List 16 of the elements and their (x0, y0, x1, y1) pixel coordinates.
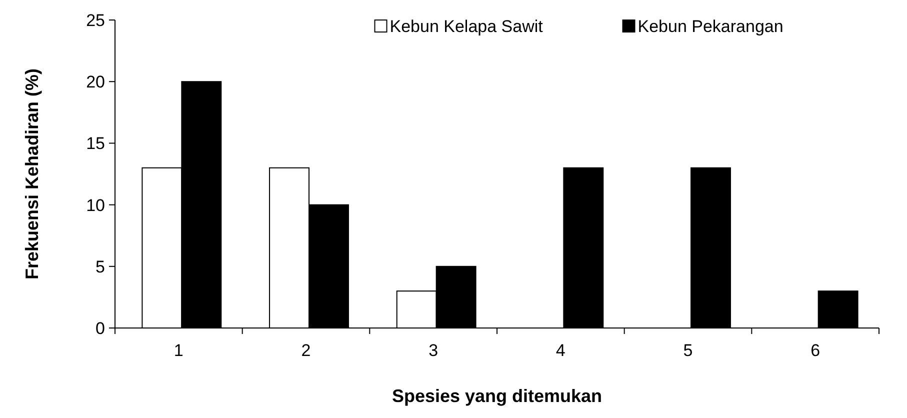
y-tick-label: 15 (86, 134, 105, 154)
y-axis-title: Frekuensi Kehadiran (%) (22, 68, 42, 280)
x-tick-label: 1 (174, 341, 184, 360)
legend-label: Kebun Pekarangan (638, 16, 784, 36)
y-tick-label: 10 (86, 196, 105, 215)
x-tick-label: 2 (301, 341, 311, 360)
x-tick-label: 3 (428, 341, 438, 360)
y-tick-label: 20 (86, 72, 105, 92)
legend-label: Kebun Kelapa Sawit (390, 16, 544, 36)
y-tick-label: 0 (96, 318, 105, 338)
x-tick-label: 6 (810, 341, 820, 360)
x-tick-label: 4 (556, 341, 566, 360)
y-tick-label: 25 (86, 10, 105, 30)
x-tick-label: 5 (683, 341, 693, 360)
x-axis-title: Spesies yang ditemukan (392, 386, 602, 406)
y-tick-label: 5 (96, 257, 105, 276)
